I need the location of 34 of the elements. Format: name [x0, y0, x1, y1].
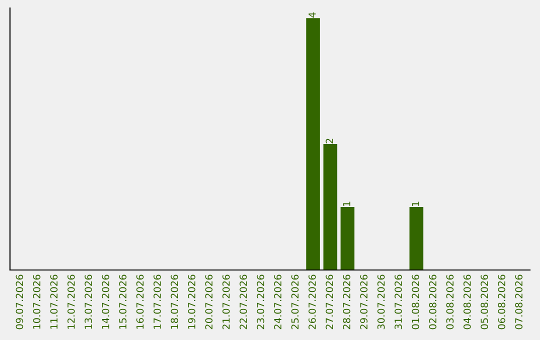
x-tick-label: 04.08.2026 [463, 274, 471, 330]
x-tick-label: 09.07.2026 [16, 274, 24, 330]
x-tick-label: 25.07.2026 [291, 274, 299, 330]
x-tick-label: 16.07.2026 [136, 274, 144, 329]
x-tick-label: 10.07.2026 [33, 274, 40, 329]
x-tick-label: 17.07.2026 [154, 274, 161, 329]
data-label: 2 [326, 138, 333, 144]
x-tick-label: 29.07.2026 [360, 274, 368, 330]
x-tick-label: 20.07.2026 [205, 274, 213, 330]
x-tick-label: 12.07.2026 [67, 274, 75, 329]
x-tick-label: 22.07.2026 [240, 274, 247, 330]
x-tick-label: 14.07.2026 [102, 274, 110, 329]
x-tick-label: 11.07.2026 [50, 274, 58, 329]
x-tick-label: 15.07.2026 [119, 274, 126, 329]
x-tick-label: 28.07.2026 [342, 274, 350, 330]
x-tick-label: 18.07.2026 [170, 274, 178, 329]
x-tick-label: 07.08.2026 [515, 274, 522, 330]
x-tick-label: 26.07.2026 [308, 274, 316, 330]
x-tick-label: 13.07.2026 [84, 274, 92, 329]
data-label: 4 [308, 12, 316, 18]
data-label: 1 [343, 202, 350, 206]
x-tick-label: 21.07.2026 [222, 274, 230, 330]
x-tick-label: 06.08.2026 [498, 274, 506, 330]
x-tick-label: 31.07.2026 [394, 274, 402, 330]
x-tick-label: 24.07.2026 [274, 274, 282, 330]
x-tick-label: 01.08.2026 [412, 274, 420, 330]
x-tick-label: 23.07.2026 [256, 274, 264, 330]
data-label: 1 [412, 202, 420, 206]
x-tick-label: 19.07.2026 [188, 274, 196, 329]
x-tick-label: 05.08.2026 [480, 274, 488, 330]
x-tick-label: 30.07.2026 [377, 274, 385, 330]
x-tick-label: 02.08.2026 [429, 274, 436, 330]
x-tick-label: 27.07.2026 [326, 274, 334, 330]
x-tick-label: 03.08.2026 [446, 274, 454, 330]
